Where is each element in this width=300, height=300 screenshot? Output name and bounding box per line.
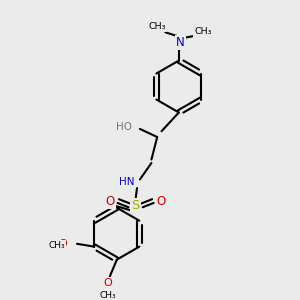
Text: O: O — [106, 195, 115, 208]
Text: S: S — [131, 199, 140, 212]
Text: O: O — [104, 278, 112, 288]
Text: CH₃: CH₃ — [100, 291, 116, 300]
Text: O: O — [59, 239, 68, 249]
Text: N: N — [176, 36, 185, 49]
Text: CH₃: CH₃ — [148, 22, 166, 31]
Text: HN: HN — [118, 177, 134, 187]
Text: HO: HO — [116, 122, 132, 132]
Text: CH₃: CH₃ — [49, 241, 65, 250]
Text: O: O — [156, 195, 165, 208]
Text: CH₃: CH₃ — [194, 27, 212, 36]
